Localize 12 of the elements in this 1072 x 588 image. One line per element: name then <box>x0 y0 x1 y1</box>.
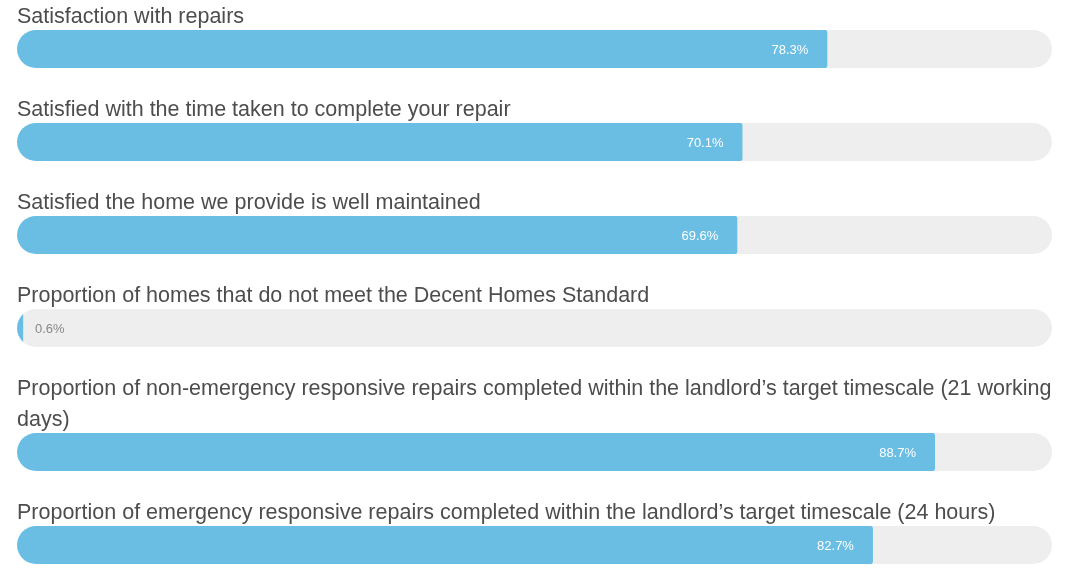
data-label: 69.6% <box>681 227 719 243</box>
y-tick-label: Proportion of emergency responsive repairs completed within the landlord’s target timescale (24 hours) <box>17 499 996 524</box>
y-tick-label: Proportion of non-emergency responsive repairs completed within the landlord’s target timescale (21 working days) <box>17 375 1052 431</box>
y-tick-label: Satisfaction with repairs <box>17 3 245 28</box>
data-label: 70.1% <box>686 134 724 150</box>
y-tick-label: Satisfied with the time taken to complete your repair <box>17 96 511 121</box>
data-label: 78.3% <box>771 41 809 57</box>
y-tick-label: Satisfied the home we provide is well maintained <box>17 189 481 214</box>
data-label: 88.7% <box>879 444 917 460</box>
data-label: 82.7% <box>817 537 855 553</box>
data-label: 0.6% <box>35 320 66 336</box>
y-tick-label: Proportion of homes that do not meet the Decent Homes Standard <box>17 282 650 307</box>
